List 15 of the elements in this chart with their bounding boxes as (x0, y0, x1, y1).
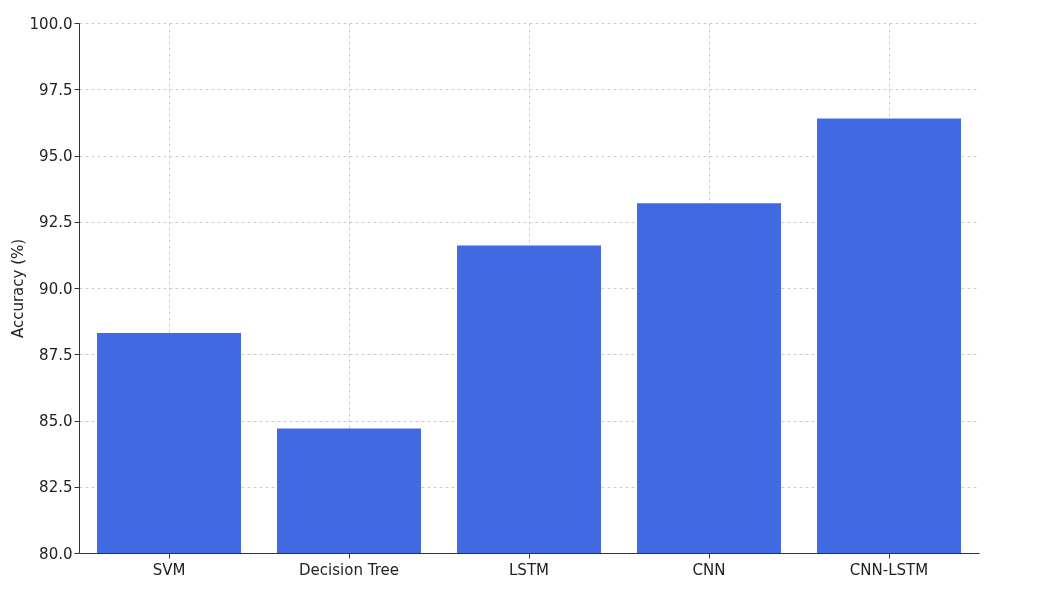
x-tick-label: SVM (152, 560, 186, 579)
x-tick-label: Decision Tree (299, 560, 399, 579)
x-tick-label: LSTM (509, 560, 549, 579)
x-tick-label: CNN (692, 560, 726, 579)
y-tick-label: 90.0 (39, 279, 73, 298)
y-tick-label: 97.5 (39, 80, 73, 99)
y-tick-label: 80.0 (39, 544, 73, 563)
y-tick-label: 100.0 (29, 14, 73, 33)
y-tick-label: 95.0 (39, 147, 73, 165)
y-tick-label: 92.5 (39, 213, 73, 232)
y-tick-label: 87.5 (39, 345, 73, 364)
x-tick-label: CNN-LSTM (849, 560, 929, 579)
y-tick-label: 85.0 (39, 412, 73, 430)
y-tick-label: 82.5 (39, 478, 73, 497)
y-axis-title: Accuracy (%) (8, 238, 27, 339)
